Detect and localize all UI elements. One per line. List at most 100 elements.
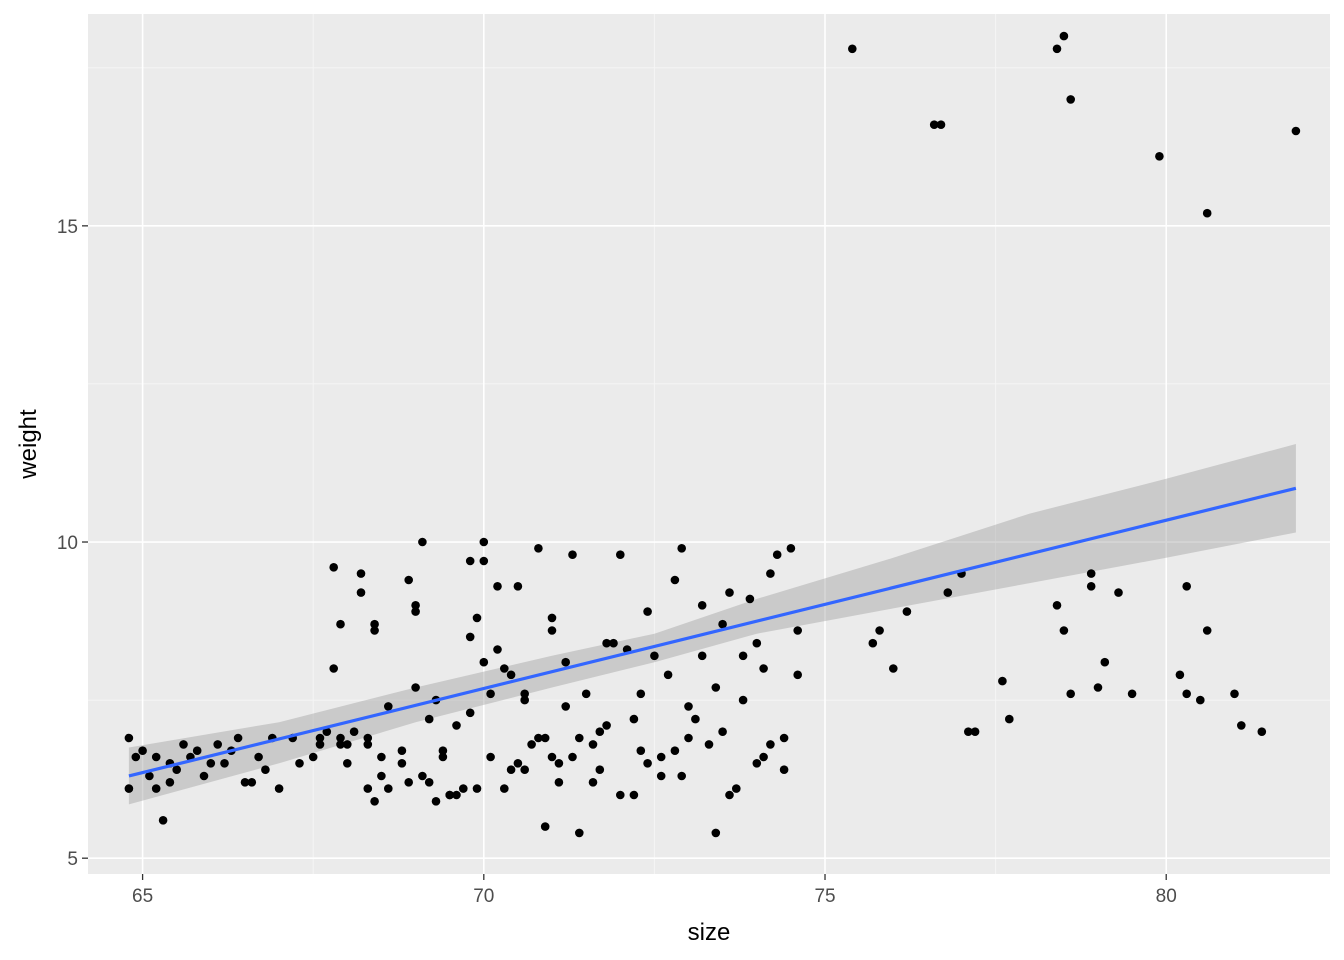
data-point <box>404 575 414 585</box>
data-point <box>472 613 482 623</box>
data-point <box>384 784 393 793</box>
data-point <box>336 740 345 749</box>
data-point <box>670 575 680 585</box>
data-point <box>418 537 427 547</box>
data-point <box>738 695 748 705</box>
data-point <box>943 588 953 597</box>
y-axis-title: weight <box>15 409 42 480</box>
data-point <box>656 752 666 762</box>
data-point <box>206 759 216 768</box>
data-point <box>588 740 598 749</box>
data-point <box>486 752 495 762</box>
data-point <box>1086 582 1096 591</box>
data-point <box>493 645 502 654</box>
data-point <box>295 759 304 768</box>
data-point <box>343 740 352 749</box>
data-point <box>513 582 523 591</box>
data-point <box>397 759 407 768</box>
data-point <box>602 638 611 648</box>
data-point <box>629 714 639 724</box>
data-point <box>1237 721 1246 730</box>
data-point <box>172 765 181 774</box>
data-point <box>363 784 373 793</box>
data-point <box>616 550 625 559</box>
data-point <box>424 714 434 724</box>
data-point <box>1052 44 1062 54</box>
data-point <box>397 746 407 755</box>
data-point <box>568 550 577 559</box>
data-point <box>233 733 243 743</box>
data-point <box>438 752 448 762</box>
data-point <box>1155 152 1164 161</box>
data-point <box>1114 588 1123 597</box>
data-point <box>520 695 529 705</box>
data-point <box>520 765 529 774</box>
data-point <box>1175 670 1185 680</box>
data-point <box>520 689 529 699</box>
data-point <box>411 601 420 610</box>
data-point <box>602 721 611 730</box>
data-point <box>370 619 379 629</box>
data-point <box>431 797 441 806</box>
major-gridlines <box>88 14 1330 874</box>
data-point <box>308 752 318 762</box>
data-point <box>889 664 898 673</box>
data-point <box>138 746 147 755</box>
data-point <box>404 778 414 787</box>
data-point <box>554 778 564 787</box>
data-point <box>315 740 325 749</box>
data-point <box>725 588 734 597</box>
data-point <box>1182 689 1191 699</box>
data-point <box>752 638 762 648</box>
data-point <box>329 563 339 572</box>
data-point <box>697 601 707 610</box>
data-point <box>752 759 762 768</box>
data-point <box>1291 126 1301 136</box>
data-point <box>363 733 373 743</box>
data-point <box>479 537 489 547</box>
data-point <box>500 664 509 673</box>
data-point <box>220 759 229 768</box>
data-point <box>725 790 734 800</box>
data-point <box>779 765 789 774</box>
data-point <box>711 828 721 838</box>
data-point <box>1052 601 1062 610</box>
data-point <box>875 626 884 635</box>
data-point <box>192 746 202 755</box>
data-point <box>629 790 639 800</box>
data-point <box>718 727 727 736</box>
confidence-band-layer <box>128 444 1296 805</box>
data-point <box>513 759 523 768</box>
data-point <box>1093 683 1103 692</box>
data-point <box>506 765 516 774</box>
data-point <box>274 784 284 793</box>
data-point <box>343 759 352 768</box>
data-point <box>356 569 366 578</box>
data-point <box>1257 727 1267 736</box>
data-point <box>158 816 168 825</box>
data-point <box>459 784 468 793</box>
data-point <box>1086 569 1096 578</box>
data-point <box>145 771 154 781</box>
data-point <box>377 771 386 781</box>
data-point <box>336 733 345 743</box>
data-point <box>240 778 250 787</box>
data-point <box>738 651 748 661</box>
data-point <box>452 721 461 730</box>
data-point <box>616 790 625 800</box>
data-point <box>165 778 175 787</box>
y-tick-label: 5 <box>67 849 78 870</box>
data-point <box>636 689 646 699</box>
data-point <box>677 544 686 553</box>
y-axis: 5 10 15 <box>57 217 88 870</box>
data-point <box>998 676 1007 686</box>
data-point <box>131 752 141 762</box>
data-point <box>718 619 727 629</box>
data-point <box>656 771 666 781</box>
x-tick-label: 75 <box>814 886 835 907</box>
data-point <box>786 544 796 553</box>
data-point <box>650 651 659 661</box>
data-point <box>377 752 386 762</box>
x-axis: 65 70 75 80 <box>132 874 1177 907</box>
